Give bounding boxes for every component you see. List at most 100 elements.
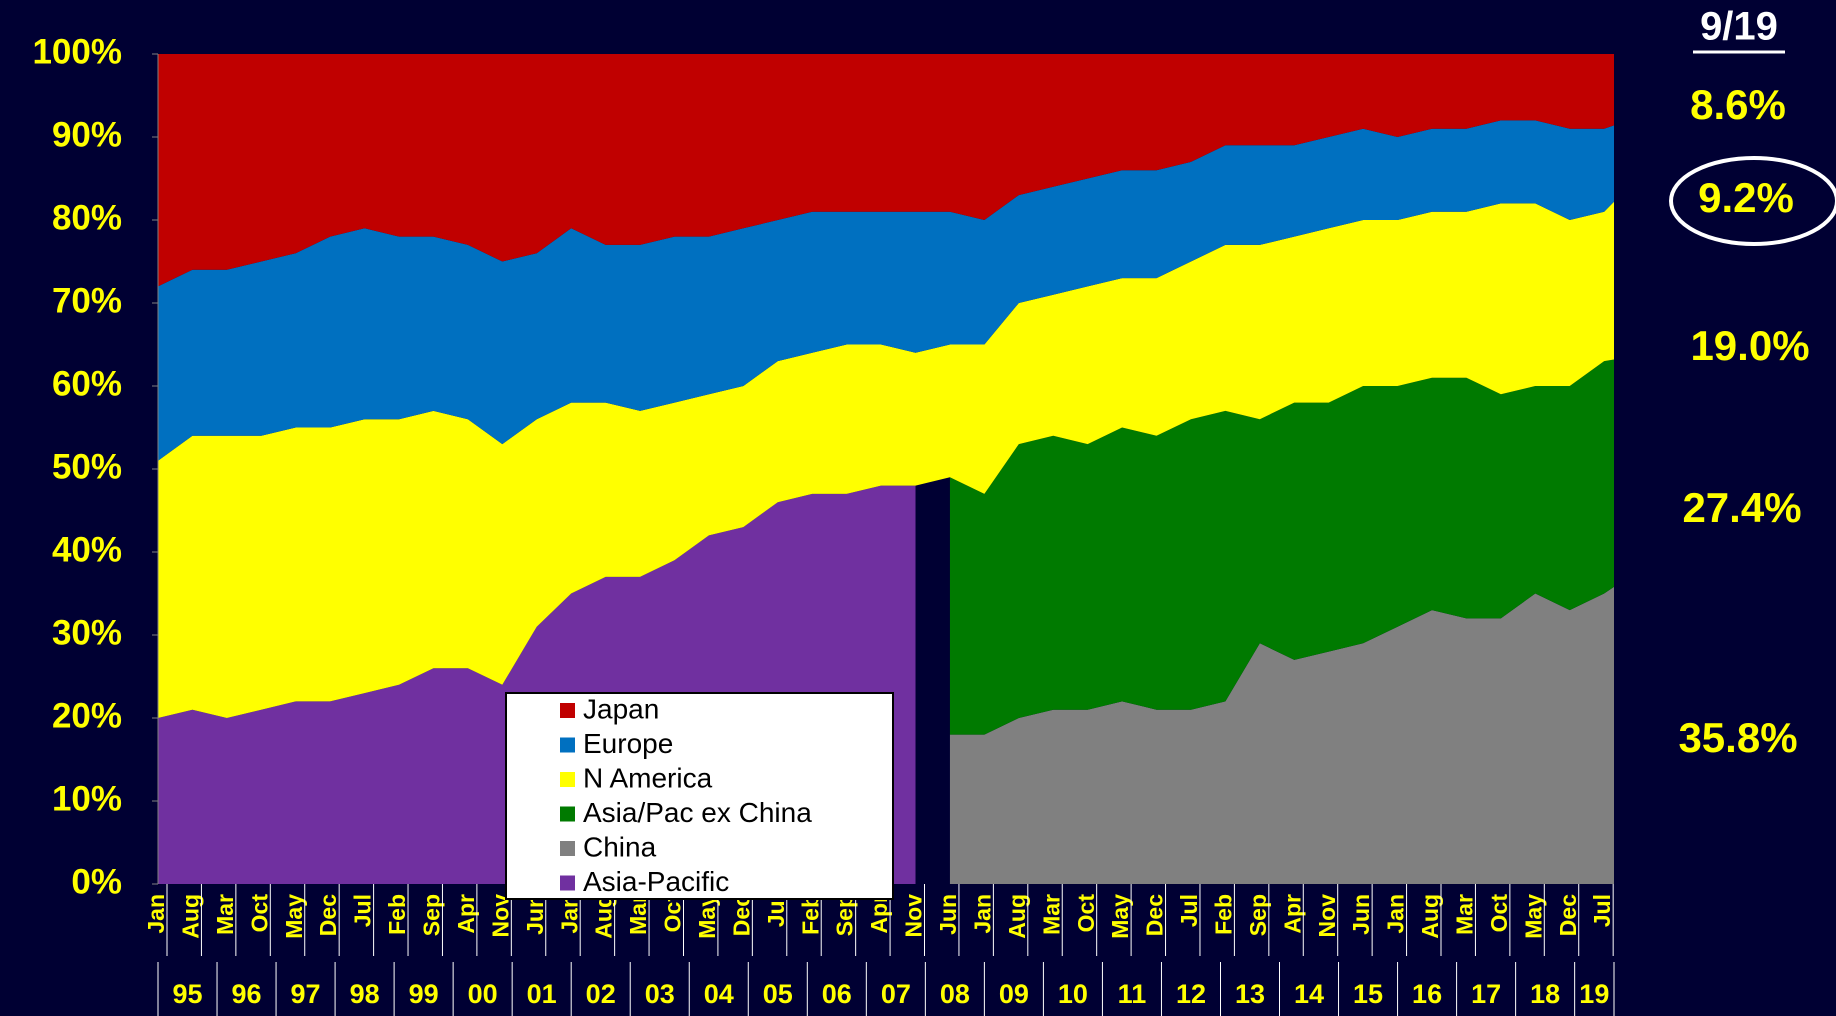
- year-label: 00: [468, 979, 498, 1009]
- x-tick-label: Feb: [797, 894, 823, 935]
- x-tick-label: Jul: [1589, 894, 1615, 927]
- x-tick-label: Apr: [1279, 894, 1305, 934]
- x-tick-label: Aug: [1417, 894, 1443, 939]
- x-tick-label: Sep: [832, 894, 858, 936]
- y-tick-label: 10%: [52, 779, 122, 818]
- x-tick-label: Jan: [143, 894, 169, 934]
- year-label: 04: [704, 979, 734, 1009]
- y-tick-label: 20%: [52, 696, 122, 735]
- x-tick-label: Oct: [1073, 894, 1099, 933]
- year-label: 99: [409, 979, 439, 1009]
- x-tick-label: Feb: [384, 894, 410, 935]
- year-label: 11: [1118, 979, 1147, 1009]
- right-label: 35.8%: [1678, 714, 1797, 761]
- x-tick-label: Aug: [178, 894, 204, 939]
- right-label: 27.4%: [1682, 484, 1801, 531]
- x-tick-label: Dec: [1555, 894, 1581, 936]
- y-tick-label: 0%: [71, 862, 122, 901]
- area: [158, 120, 1614, 461]
- area: [158, 201, 1614, 719]
- x-tick-label: Oct: [1486, 894, 1512, 933]
- year-label: 14: [1294, 979, 1324, 1009]
- right-label: 8.6%: [1690, 81, 1786, 128]
- x-tick-label: Jun: [1348, 894, 1374, 935]
- y-tick-label: 60%: [52, 364, 122, 403]
- x-tick-label: Dec: [1142, 894, 1168, 936]
- x-tick-label: Oct: [246, 894, 272, 933]
- year-label: 07: [881, 979, 911, 1009]
- year-label: 96: [232, 979, 262, 1009]
- y-tick-label: 30%: [52, 613, 122, 652]
- year-label: 13: [1235, 979, 1265, 1009]
- legend-label: Japan: [583, 693, 659, 724]
- year-label: 08: [940, 979, 970, 1009]
- x-tick-label: May: [1107, 894, 1133, 939]
- year-label: 03: [645, 979, 675, 1009]
- x-tick-label: Jan: [1383, 894, 1409, 934]
- legend-box: [505, 692, 894, 900]
- year-label: 10: [1058, 979, 1088, 1009]
- x-tick-label: Dec: [315, 894, 341, 936]
- x-tick-label: Jan: [969, 894, 995, 934]
- year-label: 15: [1353, 979, 1383, 1009]
- right-label: 9.2%: [1698, 174, 1794, 221]
- x-tick-label: Oct: [660, 894, 686, 933]
- year-label: 02: [586, 979, 616, 1009]
- x-tick-label: Aug: [591, 894, 617, 939]
- legend-label: Europe: [583, 728, 673, 759]
- area: [158, 54, 1614, 287]
- x-tick-label: Nov: [487, 894, 513, 938]
- year-label: 19: [1579, 979, 1609, 1009]
- x-tick-label: Jan: [556, 894, 582, 934]
- x-tick-label: Dec: [728, 894, 754, 936]
- x-tick-label: Mar: [1038, 894, 1064, 935]
- x-tick-label: Jun: [522, 894, 548, 935]
- year-label: 95: [172, 979, 202, 1009]
- x-tick-label: Sep: [1245, 894, 1271, 936]
- year-label: 05: [763, 979, 793, 1009]
- highlight-circle: [1669, 156, 1836, 246]
- legend-swatch: [560, 703, 575, 718]
- x-tick-label: Aug: [1004, 894, 1030, 939]
- y-tick-label: 70%: [52, 281, 122, 320]
- year-label: 17: [1471, 979, 1501, 1009]
- y-tick-label: 90%: [52, 115, 122, 154]
- x-tick-label: Sep: [419, 894, 445, 936]
- legend-label: China: [583, 831, 657, 862]
- year-label: 12: [1176, 979, 1206, 1009]
- x-tick-label: Jun: [935, 894, 961, 935]
- x-tick-label: May: [694, 894, 720, 939]
- x-tick-label: Jul: [1176, 894, 1202, 927]
- year-label: 01: [527, 979, 557, 1009]
- year-label: 97: [291, 979, 321, 1009]
- x-tick-label: Mar: [212, 894, 238, 935]
- right-header: 9/19: [1700, 5, 1778, 49]
- x-tick-label: Mar: [625, 894, 651, 935]
- year-label: 16: [1412, 979, 1442, 1009]
- year-label: 98: [350, 979, 380, 1009]
- x-tick-label: Jul: [350, 894, 376, 927]
- y-tick-label: 100%: [32, 32, 122, 71]
- area: [949, 586, 1614, 884]
- legend-label: Asia/Pac ex China: [583, 797, 812, 828]
- legend-label: Asia-Pacific: [583, 866, 729, 897]
- y-tick-label: 80%: [52, 198, 122, 237]
- x-tick-label: May: [1520, 894, 1546, 939]
- year-label: 06: [822, 979, 852, 1009]
- legend-swatch: [560, 772, 575, 787]
- legend-swatch: [560, 875, 575, 891]
- legend-label: N America: [583, 762, 713, 793]
- x-tick-label: Nov: [901, 894, 927, 938]
- x-tick-label: May: [281, 894, 307, 939]
- year-label: 09: [999, 979, 1029, 1009]
- area: [949, 359, 1614, 735]
- y-tick-label: 50%: [52, 447, 122, 486]
- legend-swatch: [560, 806, 575, 822]
- year-label: 18: [1530, 979, 1560, 1009]
- legend-swatch: [560, 737, 575, 753]
- x-tick-label: Nov: [1314, 894, 1340, 938]
- x-tick-label: Mar: [1452, 894, 1478, 935]
- x-tick-label: Apr: [866, 894, 892, 934]
